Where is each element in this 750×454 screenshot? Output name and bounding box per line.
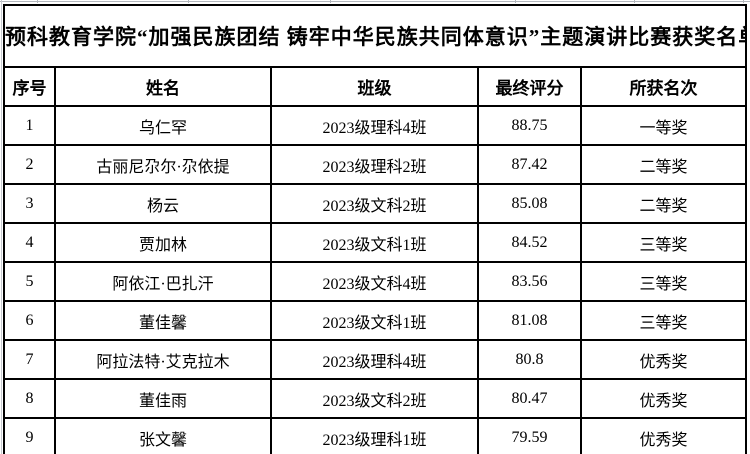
- spreadsheet-gridline-tick: [188, 0, 189, 3]
- spreadsheet-gridline-tick: [37, 0, 38, 3]
- spreadsheet-gridline-left: [1, 0, 2, 454]
- cell-score: 88.75: [477, 105, 582, 146]
- table-row: 5 阿依江·巴扎汗 2023级文科4班 83.56 三等奖: [3, 261, 748, 302]
- table-row: 7 阿拉法特·艾克拉木 2023级理科4班 80.8 优秀奖: [3, 339, 748, 380]
- cell-name: 古丽尼尕尔·尕依提: [54, 144, 272, 185]
- cell-score: 87.42: [477, 144, 582, 185]
- table-row: 6 董佳馨 2023级文科1班 81.08 三等奖: [3, 300, 748, 341]
- cell-name: 乌仁罕: [54, 105, 272, 146]
- table-header-row: 序号 姓名 班级 最终评分 所获名次: [3, 66, 748, 107]
- cell-name: 阿拉法特·艾克拉木: [54, 339, 272, 380]
- page-title: 预科教育学院“加强民族团结 铸牢中华民族共同体意识”主题演讲比赛获奖名单: [2, 4, 748, 68]
- cell-class: 2023级文科1班: [270, 300, 479, 341]
- cell-serial: 7: [3, 339, 56, 380]
- cell-name: 张文馨: [54, 417, 272, 454]
- cell-award: 优秀奖: [579, 378, 748, 419]
- cell-score: 81.08: [477, 300, 582, 341]
- column-header-award: 所获名次: [579, 66, 748, 107]
- cell-serial: 8: [3, 378, 56, 419]
- column-header-serial: 序号: [3, 66, 56, 107]
- cell-name: 杨云: [54, 183, 272, 224]
- cell-class: 2023级文科2班: [270, 183, 479, 224]
- award-table: 预科教育学院“加强民族团结 铸牢中华民族共同体意识”主题演讲比赛获奖名单 序号 …: [2, 4, 748, 454]
- cell-serial: 5: [3, 261, 56, 302]
- column-header-class: 班级: [270, 66, 479, 107]
- cell-serial: 1: [3, 105, 56, 146]
- cell-name: 董佳馨: [54, 300, 272, 341]
- cell-award: 三等奖: [579, 222, 748, 263]
- cell-award: 三等奖: [579, 300, 748, 341]
- cell-score: 80.8: [477, 339, 582, 380]
- cell-serial: 3: [3, 183, 56, 224]
- table-title-row: 预科教育学院“加强民族团结 铸牢中华民族共同体意识”主题演讲比赛获奖名单: [2, 4, 748, 68]
- spreadsheet-gridline-tick: [634, 0, 635, 3]
- column-header-name: 姓名: [54, 66, 272, 107]
- spreadsheet-gridline-tick: [330, 0, 331, 3]
- table-row: 9 张文馨 2023级理科1班 79.59 优秀奖: [3, 417, 748, 454]
- table-row: 3 杨云 2023级文科2班 85.08 二等奖: [3, 183, 748, 224]
- cell-serial: 9: [3, 417, 56, 454]
- table-row: 8 董佳雨 2023级文科2班 80.47 优秀奖: [3, 378, 748, 419]
- cell-class: 2023级文科1班: [270, 222, 479, 263]
- table-row: 1 乌仁罕 2023级理科4班 88.75 一等奖: [3, 105, 748, 146]
- cell-serial: 4: [3, 222, 56, 263]
- cell-name: 贾加林: [54, 222, 272, 263]
- cell-score: 85.08: [477, 183, 582, 224]
- cell-class: 2023级理科1班: [270, 417, 479, 454]
- cell-serial: 2: [3, 144, 56, 185]
- cell-class: 2023级理科4班: [270, 105, 479, 146]
- cell-score: 84.52: [477, 222, 582, 263]
- cell-score: 80.47: [477, 378, 582, 419]
- table-row: 4 贾加林 2023级文科1班 84.52 三等奖: [3, 222, 748, 263]
- cell-serial: 6: [3, 300, 56, 341]
- cell-class: 2023级文科4班: [270, 261, 479, 302]
- spreadsheet-gridline-tick: [743, 0, 744, 3]
- cell-score: 83.56: [477, 261, 582, 302]
- cell-score: 79.59: [477, 417, 582, 454]
- cell-award: 二等奖: [579, 183, 748, 224]
- cell-award: 优秀奖: [579, 339, 748, 380]
- spreadsheet-gridline-top: [0, 1, 750, 2]
- cell-class: 2023级理科4班: [270, 339, 479, 380]
- cell-name: 董佳雨: [54, 378, 272, 419]
- cell-class: 2023级文科2班: [270, 378, 479, 419]
- cell-award: 三等奖: [579, 261, 748, 302]
- cell-name: 阿依江·巴扎汗: [54, 261, 272, 302]
- spreadsheet-gridline-tick: [515, 0, 516, 3]
- cell-award: 一等奖: [579, 105, 748, 146]
- table-row: 2 古丽尼尕尔·尕依提 2023级理科2班 87.42 二等奖: [3, 144, 748, 185]
- column-header-score: 最终评分: [477, 66, 582, 107]
- cell-award: 二等奖: [579, 144, 748, 185]
- cell-class: 2023级理科2班: [270, 144, 479, 185]
- cell-award: 优秀奖: [579, 417, 748, 454]
